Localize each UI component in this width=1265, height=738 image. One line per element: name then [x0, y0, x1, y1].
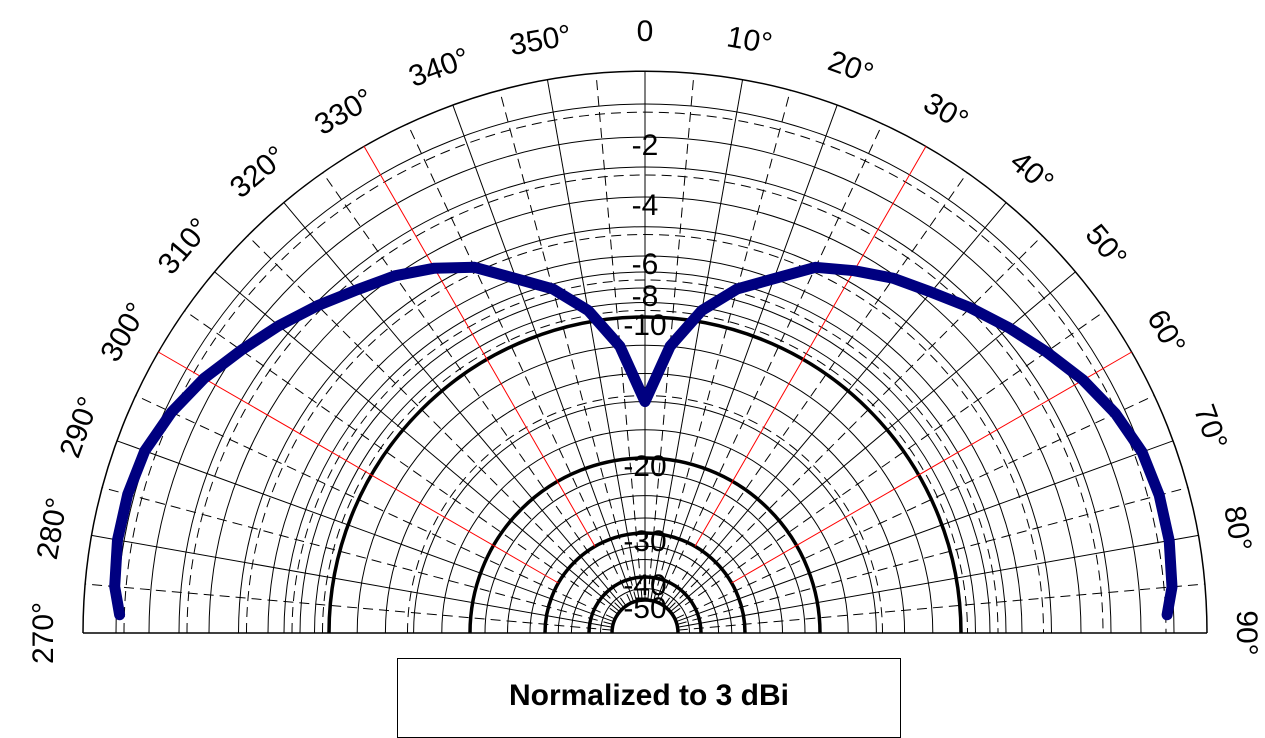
- spoke-minor: [595, 73, 643, 601]
- angle-label: 310°: [152, 212, 217, 281]
- spoke: [650, 79, 744, 601]
- radial-label: -10: [623, 309, 666, 342]
- angle-label: 80°: [1217, 503, 1257, 553]
- radial-label: -4: [632, 189, 659, 222]
- spoke: [283, 202, 625, 609]
- spoke-minor: [667, 235, 1043, 611]
- spoke-minor: [653, 90, 791, 602]
- spoke: [655, 104, 838, 603]
- spoke-minor: [663, 172, 968, 607]
- pattern-line: [109, 261, 1178, 621]
- angle-spokes: [83, 71, 1207, 634]
- spoke-minor: [671, 310, 1106, 615]
- angle-label: 90°: [1230, 610, 1263, 655]
- spoke-minor: [674, 395, 1155, 620]
- spoke: [675, 440, 1174, 623]
- annotation-box: Normalized to 3 dBi: [397, 658, 901, 738]
- angle-label: 340°: [404, 42, 474, 94]
- grid-ring-dashed: [322, 310, 968, 634]
- spoke-minor: [184, 310, 619, 615]
- angle-label: 290°: [54, 392, 106, 462]
- radial-label: -50: [623, 592, 666, 625]
- angle-label: 70°: [1187, 400, 1234, 454]
- angle-label: 30°: [918, 86, 974, 137]
- spoke-minor: [85, 583, 613, 631]
- annotation-text: Normalized to 3 dBi: [508, 679, 790, 712]
- angle-label: 300°: [94, 297, 154, 367]
- angle-label: 330°: [309, 82, 379, 142]
- angle-label: 60°: [1140, 304, 1191, 360]
- spoke: [91, 534, 613, 628]
- spoke-minor: [247, 235, 623, 611]
- spoke: [665, 202, 1007, 609]
- grid-ring-dashed: [291, 279, 999, 634]
- spoke-major: [731, 351, 1132, 584]
- angle-label: 350°: [507, 19, 574, 62]
- radial-label: -6: [632, 248, 659, 281]
- spoke-minor: [102, 487, 614, 625]
- angle-label: 0: [637, 15, 654, 48]
- spoke-major: [694, 146, 927, 547]
- spoke-minor: [658, 123, 883, 604]
- spoke-minor: [676, 487, 1188, 625]
- spoke: [452, 104, 635, 603]
- angle-label: 270°: [27, 602, 60, 664]
- radial-label: -2: [632, 129, 659, 162]
- angle-label: 50°: [1079, 218, 1133, 274]
- spoke: [116, 440, 615, 623]
- radial-label: -8: [632, 280, 659, 313]
- angle-label: 10°: [724, 20, 774, 60]
- spoke-minor: [499, 90, 637, 602]
- radial-label: -30: [623, 525, 666, 558]
- series: [109, 261, 1178, 621]
- radial-label: -20: [623, 450, 666, 483]
- angle-label: 280°: [31, 495, 74, 562]
- angle-label: 40°: [1004, 145, 1060, 199]
- spoke-major: [363, 146, 596, 547]
- angle-label: 20°: [824, 44, 878, 91]
- spoke-minor: [407, 123, 632, 604]
- grid-ring-dashed: [186, 174, 1104, 634]
- spoke-minor: [135, 395, 616, 620]
- spoke-major: [158, 351, 559, 584]
- spoke-minor: [677, 583, 1205, 631]
- spoke: [677, 534, 1199, 628]
- spoke: [546, 79, 640, 601]
- radial-labels: -2 -4 -6-8-10 -20 -30 -40-50: [623, 129, 666, 625]
- radial-label: -40: [623, 569, 666, 602]
- spoke-minor: [647, 73, 695, 601]
- angle-label: 320°: [224, 140, 293, 205]
- spoke-minor: [322, 172, 627, 607]
